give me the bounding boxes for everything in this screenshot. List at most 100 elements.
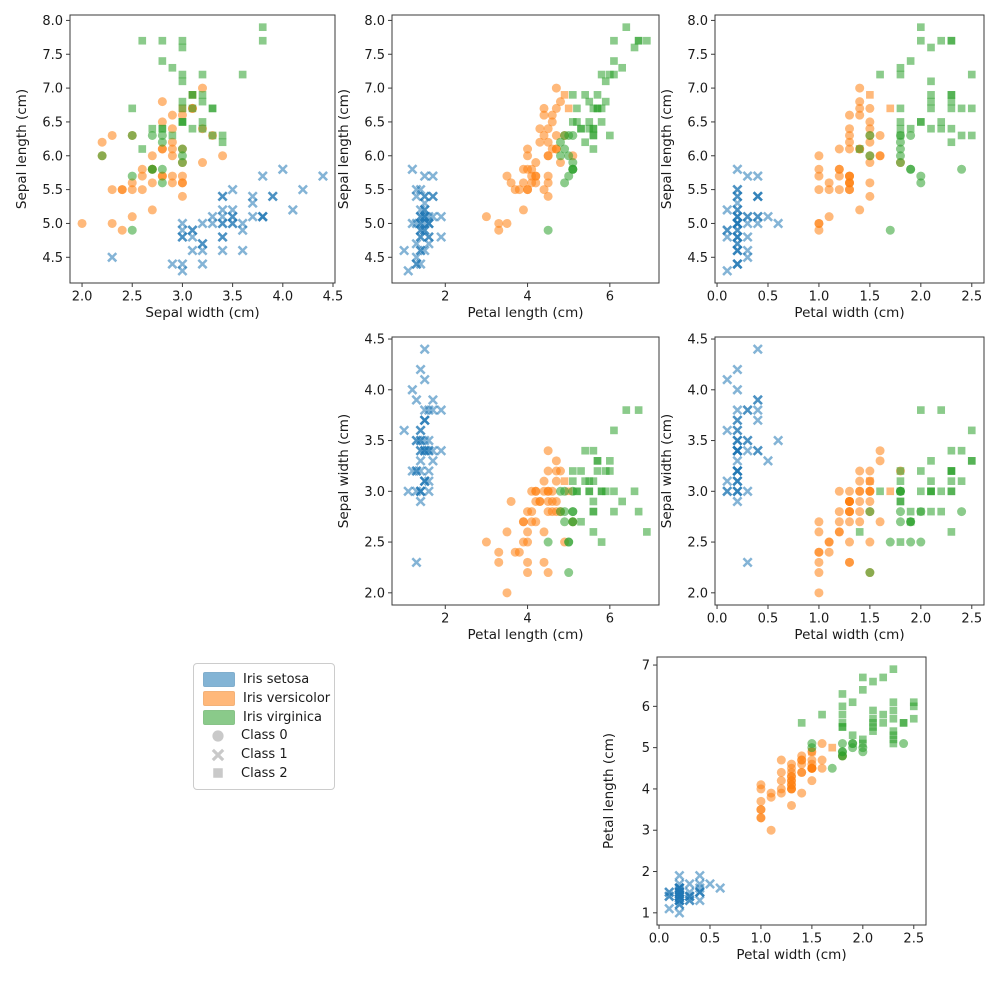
data-point-circle [865, 103, 875, 113]
data-point-circle [543, 496, 553, 506]
data-point-square [848, 698, 857, 707]
data-point-circle [895, 507, 905, 517]
data-point-square [618, 63, 627, 72]
data-point-square [838, 723, 847, 731]
data-point-square [630, 487, 639, 496]
data-point-square [937, 406, 946, 414]
data-point-circle [568, 517, 578, 527]
y-tick-label: 3.5 [687, 434, 708, 449]
data-point-square [909, 698, 918, 707]
data-point-x [227, 218, 238, 229]
data-point-square [848, 731, 857, 740]
data-point-circle [834, 486, 844, 496]
y-tick-label: 2 [642, 865, 650, 880]
data-point-circle [543, 124, 553, 134]
x-tick-label: 4 [523, 290, 531, 305]
data-point-square [610, 487, 618, 496]
x-tick-label: 4 [523, 612, 531, 627]
data-point-circle [564, 537, 574, 547]
y-tick-label: 4.5 [364, 333, 385, 348]
data-point-circle [865, 507, 875, 517]
data-point-circle [555, 466, 565, 476]
data-point-square [589, 104, 598, 113]
data-point-circle [845, 517, 854, 527]
x-axis-label: Sepal width (cm) [145, 305, 259, 321]
data-point-circle [157, 178, 167, 188]
data-point-square [168, 63, 177, 72]
data-point-square [859, 673, 867, 682]
data-point-circle [895, 517, 905, 527]
data-point-x [237, 245, 248, 256]
data-point-circle [539, 185, 549, 195]
data-point-circle [797, 759, 807, 769]
data-point-circle [865, 496, 875, 506]
data-point-square [927, 104, 935, 113]
data-point-x [177, 259, 188, 270]
data-point-square [573, 118, 581, 126]
data-point-circle [858, 747, 868, 757]
data-point-square [597, 70, 606, 79]
data-point-circle [177, 158, 187, 168]
data-point-square [889, 739, 898, 748]
data-point-x [411, 238, 422, 249]
data-point-x [722, 374, 733, 385]
data-point-square [585, 477, 594, 485]
data-point-x [732, 415, 743, 426]
data-point-square [589, 497, 598, 506]
data-point-circle [543, 178, 553, 188]
data-point-x [752, 344, 763, 355]
data-point-x [217, 191, 228, 202]
data-point-square [218, 131, 227, 140]
data-point-square [838, 702, 847, 711]
data-point-circle [766, 825, 776, 835]
y-tick-label: 6 [642, 700, 650, 715]
data-point-square [855, 145, 864, 153]
data-point-square [585, 97, 594, 106]
subplot-sepal_length-vs-petal_width: 0.0 0.5 1.0 1.5 2.0 2.5 4.5 5.0 5.5 6.0 6.5 7.0 7.5 8… [659, 14, 985, 321]
data-point-square [178, 36, 187, 45]
data-point-x [752, 171, 763, 182]
data-point-circle [564, 171, 574, 181]
data-point-circle [834, 507, 844, 517]
data-point-circle [494, 218, 504, 228]
data-point-square [643, 528, 651, 536]
data-point-circle [895, 144, 905, 154]
data-point-circle [127, 185, 137, 195]
data-point-x [427, 171, 438, 182]
legend-item-class-2: Class 2 [203, 765, 324, 782]
data-point-square [947, 528, 956, 536]
y-axis-label: Sepal length (cm) [659, 89, 675, 209]
data-point-x [419, 374, 430, 385]
data-point-square [606, 131, 614, 140]
data-point-circle [531, 486, 541, 496]
data-point-circle [814, 527, 824, 537]
data-point-circle [539, 557, 549, 567]
data-point-x [419, 171, 430, 182]
data-point-circle [855, 507, 865, 517]
data-point-square [643, 36, 651, 45]
data-point-circle [824, 185, 834, 195]
data-point-circle [555, 97, 565, 107]
data-point-circle [814, 151, 824, 161]
x-axis-label: Petal width (cm) [736, 947, 846, 963]
data-point-circle [834, 144, 844, 154]
data-point-square [927, 477, 935, 485]
y-tick-label: 8.0 [42, 14, 63, 29]
data-point-circle [167, 178, 177, 188]
data-point-square [927, 43, 935, 52]
data-point-square [577, 124, 585, 133]
data-point-square [906, 507, 915, 516]
data-point-circle [523, 537, 533, 547]
data-point-circle [539, 527, 549, 537]
data-point-x [423, 231, 434, 243]
x-axis-label: Petal length (cm) [467, 627, 583, 643]
data-point-x [415, 218, 426, 229]
data-point-square [585, 487, 594, 496]
data-point-x [732, 496, 743, 507]
x-tick-label: 2.5 [122, 290, 143, 305]
data-point-square [886, 104, 895, 113]
data-point-circle [127, 130, 137, 140]
data-point-square [198, 124, 207, 133]
data-point-square [593, 467, 602, 475]
